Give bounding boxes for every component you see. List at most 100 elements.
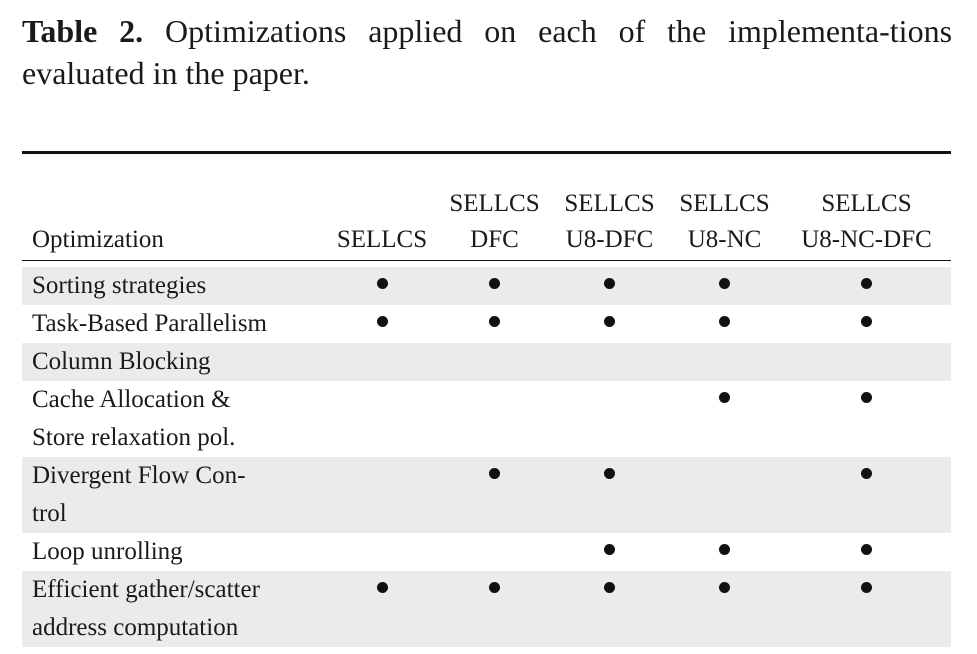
table-row: Sorting strategies: [22, 267, 951, 305]
row-cell: [552, 571, 667, 647]
row-label-line: Loop unrolling: [32, 538, 183, 565]
header-sellcs: SELLCS: [327, 222, 437, 258]
table-row: Efficient gather/scatter address computat…: [22, 571, 951, 647]
row-cell: [667, 305, 782, 343]
row-label-line: Divergent Flow Con-: [32, 462, 246, 489]
applied-dot-icon: [376, 278, 388, 289]
header-sellcs-dfc: SELLCS DFC: [437, 186, 552, 258]
table-row: Divergent Flow Con-trol: [22, 457, 951, 533]
header-optimization: Optimization: [22, 222, 327, 258]
row-label: Loop unrolling: [22, 533, 327, 571]
row-cell: [552, 457, 667, 533]
header-label-line2: DFC: [470, 226, 519, 253]
applied-dot-icon: [861, 582, 872, 593]
caption-text: Optimizations applied on each of the imp…: [22, 13, 953, 91]
row-cell: [437, 267, 552, 305]
row-cell: [782, 343, 951, 381]
header-sellcs-u8-dfc: SELLCS U8-DFC: [552, 186, 667, 258]
applied-dot-icon: [376, 582, 388, 593]
row-cell: [782, 381, 951, 457]
applied-dot-icon: [719, 278, 730, 289]
row-cell: [437, 305, 552, 343]
applied-dot-icon: [719, 544, 730, 555]
row-cell: [782, 267, 951, 305]
row-cell: [782, 457, 951, 533]
applied-dot-icon: [376, 316, 388, 327]
row-cell: [667, 457, 782, 533]
table-body: Sorting strategies Task-Based Parallelism…: [22, 267, 951, 647]
row-cell: [437, 381, 552, 457]
row-cell: [667, 343, 782, 381]
row-cell: [667, 533, 782, 571]
row-label-line: address computation: [32, 614, 239, 641]
row-cell: [327, 533, 437, 571]
row-label: Cache Allocation & Store relaxation pol.: [22, 381, 327, 457]
row-cell: [552, 381, 667, 457]
header-label-line1: SELLCS: [821, 190, 912, 217]
applied-dot-icon: [719, 582, 730, 593]
row-cell: [327, 571, 437, 647]
applied-dot-icon: [489, 316, 500, 327]
row-cell: [437, 571, 552, 647]
row-label-line: Store relaxation pol.: [32, 424, 236, 451]
applied-dot-icon: [861, 316, 872, 327]
row-cell: [552, 343, 667, 381]
table-header-rule: [22, 260, 951, 261]
row-cell: [667, 571, 782, 647]
header-label: Optimization: [32, 226, 164, 253]
optimizations-table: Optimization SELLCS SELLCS DFC SELLCS U8…: [22, 151, 951, 647]
row-label-line: Sorting strategies: [32, 272, 207, 299]
row-label: Task-Based Parallelism: [22, 305, 327, 343]
row-cell: [552, 305, 667, 343]
row-cell: [667, 267, 782, 305]
header-label-line1: SELLCS: [679, 190, 770, 217]
table-top-rule: [22, 151, 951, 154]
header-label-line1: SELLCS: [449, 190, 540, 217]
applied-dot-icon: [719, 392, 730, 403]
row-cell: [437, 343, 552, 381]
row-cell: [327, 343, 437, 381]
header-sellcs-u8-nc: SELLCS U8-NC: [667, 186, 782, 258]
applied-dot-icon: [861, 278, 872, 289]
row-cell: [327, 457, 437, 533]
row-label: Efficient gather/scatter address computat…: [22, 571, 327, 647]
row-cell: [782, 305, 951, 343]
table-row: Column Blocking: [22, 343, 951, 381]
row-label-line: Task-Based Parallelism: [32, 310, 267, 337]
applied-dot-icon: [489, 278, 500, 289]
row-cell: [327, 305, 437, 343]
row-cell: [327, 267, 437, 305]
header-label: SELLCS: [336, 226, 428, 253]
row-label-line: trol: [32, 500, 67, 527]
applied-dot-icon: [604, 582, 615, 593]
row-cell: [782, 571, 951, 647]
row-cell: [667, 381, 782, 457]
applied-dot-icon: [861, 392, 872, 403]
row-cell: [552, 267, 667, 305]
row-cell: [782, 533, 951, 571]
header-label-line1: SELLCS: [564, 190, 655, 217]
applied-dot-icon: [489, 582, 500, 593]
header-label-line2: U8-NC-DFC: [801, 226, 932, 253]
table-header: Optimization SELLCS SELLCS DFC SELLCS U8…: [22, 154, 951, 260]
caption-label: Table 2.: [22, 13, 144, 49]
applied-dot-icon: [604, 468, 615, 479]
table-row: Cache Allocation & Store relaxation pol.: [22, 381, 951, 457]
row-label: Column Blocking: [22, 343, 327, 381]
header-label-line2: U8-NC: [687, 226, 762, 253]
applied-dot-icon: [861, 544, 872, 555]
table-caption: Table 2. Optimizations applied on each o…: [22, 10, 952, 94]
row-label: Divergent Flow Con-trol: [22, 457, 327, 533]
row-cell: [327, 381, 437, 457]
row-label: Sorting strategies: [22, 267, 327, 305]
applied-dot-icon: [489, 468, 500, 479]
table-row: Loop unrolling: [22, 533, 951, 571]
table-row: Task-Based Parallelism: [22, 305, 951, 343]
applied-dot-icon: [604, 316, 615, 327]
applied-dot-icon: [604, 278, 615, 289]
applied-dot-icon: [604, 544, 615, 555]
row-cell: [437, 457, 552, 533]
row-label-line: Efficient gather/scatter: [32, 576, 260, 603]
row-label-line: Cache Allocation &: [32, 386, 231, 413]
applied-dot-icon: [861, 468, 872, 479]
